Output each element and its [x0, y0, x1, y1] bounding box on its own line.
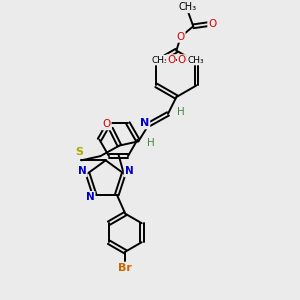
Text: CH₃: CH₃	[179, 2, 197, 12]
Text: O: O	[178, 55, 186, 65]
Text: O: O	[208, 19, 216, 29]
Text: O: O	[167, 55, 175, 65]
Text: CH₃: CH₃	[151, 56, 168, 64]
Text: O: O	[176, 32, 185, 42]
Text: H: H	[147, 139, 155, 148]
Text: N: N	[124, 167, 134, 176]
Text: N: N	[78, 167, 87, 176]
Text: S: S	[75, 147, 83, 157]
Text: H: H	[177, 107, 184, 117]
Text: N: N	[140, 118, 149, 128]
Text: N: N	[86, 192, 95, 202]
Text: Br: Br	[118, 262, 132, 272]
Text: CH₃: CH₃	[187, 56, 204, 64]
Text: O: O	[103, 119, 111, 130]
